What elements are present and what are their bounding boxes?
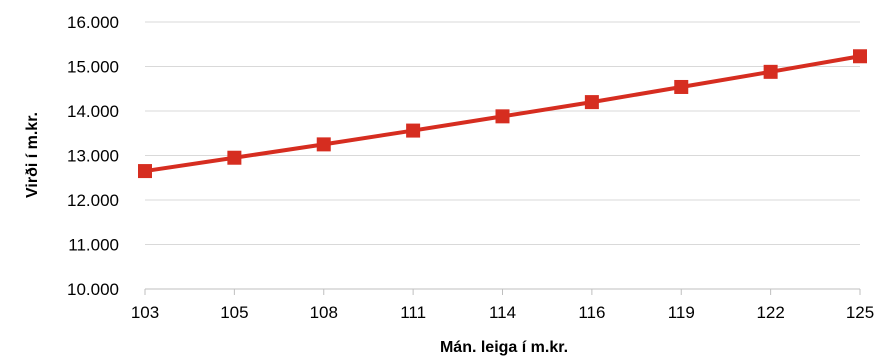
y-tick-label: 12.000 [67, 191, 119, 210]
x-tick-label: 119 [668, 303, 695, 322]
series [138, 49, 867, 179]
data-point-marker [316, 137, 331, 152]
data-point-marker [584, 95, 599, 110]
x-tick-label: 114 [489, 303, 516, 322]
x-tick-label: 111 [400, 303, 426, 322]
y-tick-label: 15.000 [67, 58, 119, 77]
y-axis-title: Virði í m.kr. [24, 112, 41, 198]
x-tick-label: 103 [131, 303, 159, 322]
data-point-marker [138, 164, 152, 179]
x-tick-label: 122 [756, 303, 784, 322]
x-tick-label: 108 [310, 303, 338, 322]
y-tick-label: 10.000 [67, 280, 119, 299]
gridlines [145, 21, 860, 245]
y-tick-label: 13.000 [67, 147, 119, 166]
x-axis-title: Mán. leiga í m.kr. [440, 339, 568, 356]
y-tick-label: 16.000 [67, 13, 119, 32]
y-tick-label: 14.000 [67, 102, 119, 121]
y-tick-label: 11.000 [68, 236, 119, 255]
data-point-marker [495, 109, 510, 124]
y-tick-labels: 10.000 11.000 12.000 13.000 14.000 15.000 16.0… [67, 13, 119, 299]
data-point-marker [227, 150, 242, 165]
data-point-marker [853, 49, 867, 64]
x-tick-labels: 103 105 108 111 114 116 119 122 125 [131, 303, 874, 322]
data-point-marker [763, 64, 778, 79]
x-tick-label: 105 [220, 303, 248, 322]
axes [144, 288, 861, 295]
x-tick-label: 116 [578, 303, 605, 322]
x-tick-label: 125 [846, 303, 874, 322]
data-point-marker [674, 79, 689, 94]
data-point-marker [406, 123, 421, 138]
